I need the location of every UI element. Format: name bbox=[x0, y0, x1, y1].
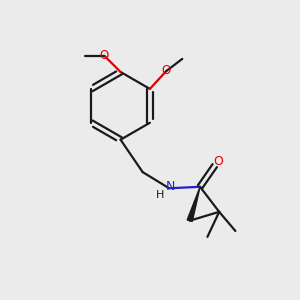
Text: O: O bbox=[213, 155, 223, 168]
Text: N: N bbox=[166, 180, 175, 193]
Text: O: O bbox=[162, 64, 171, 77]
Text: O: O bbox=[100, 49, 109, 62]
Polygon shape bbox=[187, 187, 200, 221]
Text: H: H bbox=[155, 190, 164, 200]
